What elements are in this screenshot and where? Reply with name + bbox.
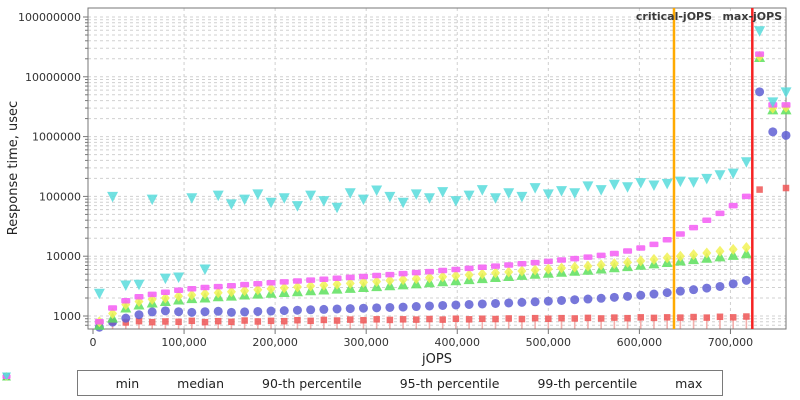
y-tick-label: 1000000 bbox=[32, 131, 81, 144]
chart-canvas: Response time, usec jOPS 1000 10000 100000… bbox=[6, 7, 792, 367]
legend-item-median: median bbox=[2, 372, 225, 391]
95th-percentile-marker-icon bbox=[2, 372, 395, 389]
max-jops-label: max-jOPS bbox=[722, 10, 782, 23]
x-tick-label: 100,000 bbox=[161, 336, 207, 349]
y-axis: 1000 10000 100000 1000000 10000000 100000000 bbox=[18, 11, 88, 326]
legend-label: 90-th percentile bbox=[262, 375, 362, 391]
legend-label: 99-th percentile bbox=[537, 375, 638, 391]
legend-item-min: min bbox=[3, 373, 140, 391]
x-tick-label: 400,000 bbox=[435, 336, 481, 349]
99th-percentile-marker-icon bbox=[2, 374, 532, 389]
legend-label: 95-th percentile bbox=[399, 375, 500, 391]
x-tick-label: 0 bbox=[90, 336, 97, 349]
x-tick-label: 300,000 bbox=[343, 336, 389, 349]
series-max bbox=[93, 26, 792, 300]
chart-legend: min median 90-th percentile 95-th percen… bbox=[2, 370, 724, 396]
min-marker-icon bbox=[3, 373, 111, 389]
max-marker-icon bbox=[2, 372, 670, 389]
legend-item-95th-percentile: 95-th percentile bbox=[2, 372, 500, 391]
90th-percentile-marker-icon bbox=[2, 372, 257, 389]
legend-label: max bbox=[675, 375, 703, 391]
x-tick-label: 700,000 bbox=[708, 336, 754, 349]
x-tick-label: 600,000 bbox=[617, 336, 663, 349]
y-tick-label: 100000 bbox=[39, 190, 81, 203]
x-tick-label: 500,000 bbox=[526, 336, 572, 349]
plot-frame bbox=[87, 7, 787, 330]
legend-item-90th-percentile: 90-th percentile bbox=[2, 372, 362, 391]
x-axis: 0 100,000 200,000 300,000 400,000 500,000 600,… bbox=[90, 329, 754, 349]
series-min bbox=[96, 184, 790, 329]
legend-label: min bbox=[115, 375, 140, 391]
y-tick-label: 10000 bbox=[46, 250, 81, 263]
x-axis-title: jOPS bbox=[421, 352, 452, 367]
y-tick-label: 10000000 bbox=[25, 71, 81, 84]
series-median bbox=[94, 87, 791, 332]
y-axis-title: Response time, usec bbox=[6, 101, 21, 235]
legend-item-max: max bbox=[2, 372, 703, 391]
legend-item-99th-percentile: 99-th percentile bbox=[2, 374, 638, 391]
grid bbox=[88, 8, 786, 329]
legend-wrap: min median 90-th percentile 95-th percen… bbox=[0, 370, 800, 396]
y-tick-label: 1000 bbox=[53, 310, 81, 323]
series-99-th-percentile bbox=[94, 51, 791, 325]
median-marker-icon bbox=[2, 372, 172, 389]
x-tick-label: 200,000 bbox=[252, 336, 298, 349]
critical-jops-label: critical-jOPS bbox=[636, 10, 712, 23]
legend-label: median bbox=[177, 375, 225, 391]
y-tick-label: 100000000 bbox=[18, 11, 81, 24]
